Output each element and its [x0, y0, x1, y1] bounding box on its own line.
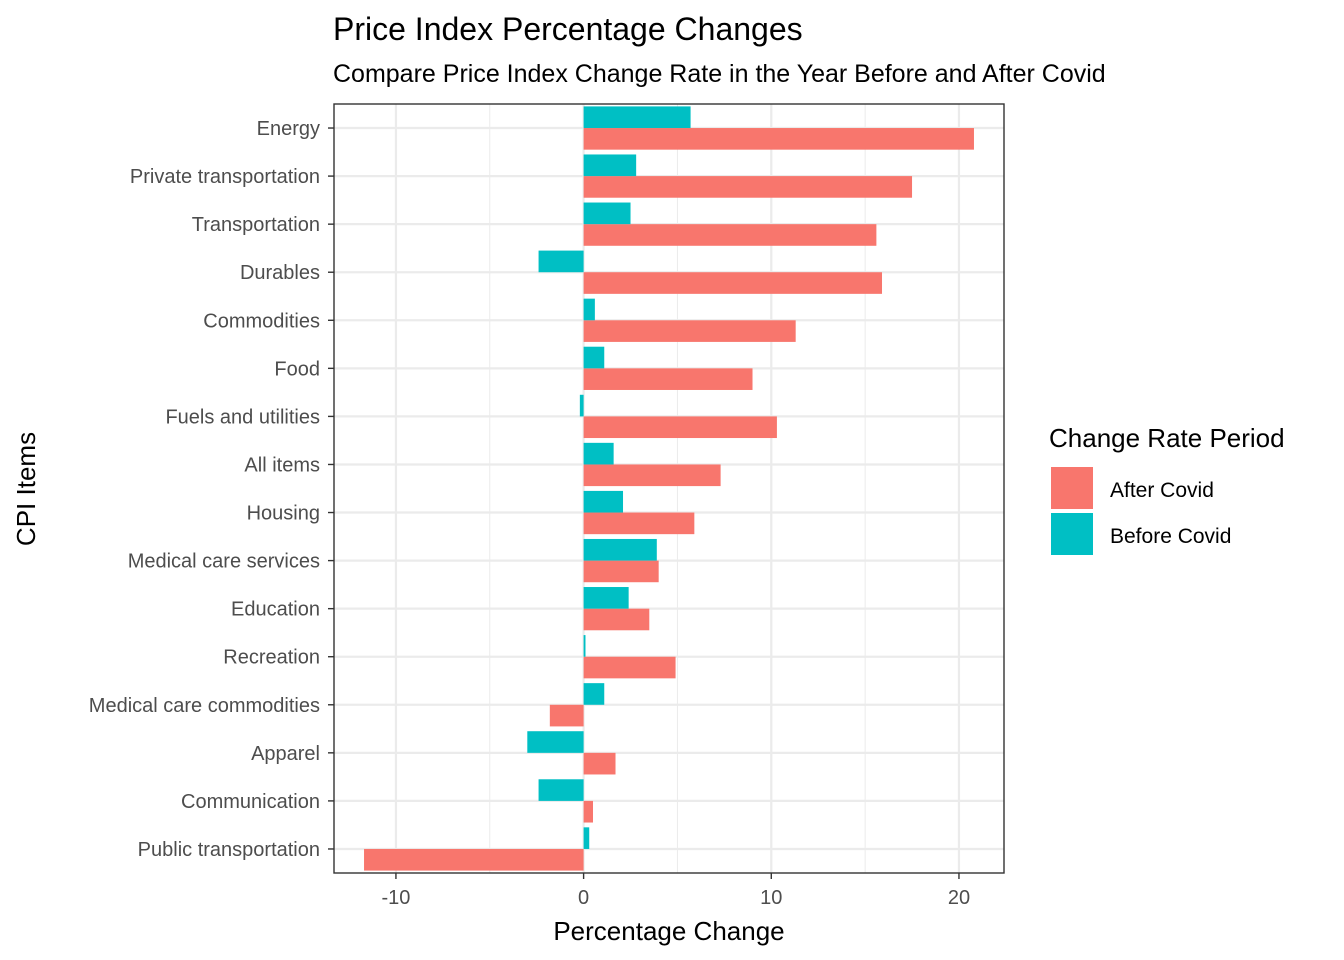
bars: [364, 106, 974, 871]
plot-panel-background: [334, 104, 1004, 873]
x-tick-label: 10: [760, 887, 782, 909]
x-tick-label: 0: [578, 887, 589, 909]
category-label: Communication: [181, 791, 320, 813]
bar-after-covid: [583, 464, 721, 487]
bar-before-covid: [583, 538, 657, 561]
bar-after-covid: [364, 848, 584, 871]
chart-subtitle: Compare Price Index Change Rate in the Y…: [333, 60, 1106, 88]
legend-swatch-after-covid: [1051, 467, 1093, 509]
x-tick-label: 20: [948, 887, 970, 909]
category-label: Private transportation: [130, 166, 320, 188]
bar-before-covid: [583, 346, 605, 369]
category-label: Apparel: [251, 743, 320, 765]
category-label: Housing: [247, 503, 320, 525]
category-label: Education: [231, 599, 320, 621]
bar-before-covid: [538, 779, 584, 801]
bar-after-covid: [583, 224, 877, 246]
category-label: Public transportation: [138, 839, 320, 861]
bar-before-covid: [527, 731, 584, 753]
bar-after-covid: [583, 416, 777, 439]
legend: Change Rate Period After Covid Before Co…: [1049, 423, 1285, 555]
x-axis-title: Percentage Change: [553, 916, 784, 946]
bar-after-covid: [583, 320, 796, 342]
chart-title: Price Index Percentage Changes: [333, 11, 803, 47]
bar-before-covid: [583, 827, 590, 849]
category-label: Commodities: [203, 310, 320, 332]
category-label: Durables: [240, 262, 320, 284]
bar-before-covid: [583, 490, 624, 513]
legend-label-before-covid: Before Covid: [1110, 525, 1231, 548]
bar-before-covid: [583, 683, 605, 705]
axes: Energy Private transportation Transportati…: [89, 118, 970, 909]
bar-before-covid: [538, 250, 584, 273]
category-label: All items: [244, 454, 320, 476]
legend-title: Change Rate Period: [1049, 423, 1285, 453]
bar-before-covid: [583, 106, 691, 129]
category-label: Medical care services: [128, 551, 320, 573]
plot-panel-border: [333, 103, 1005, 874]
bar-after-covid: [583, 656, 676, 679]
bar-before-covid: [583, 202, 631, 225]
legend-label-after-covid: After Covid: [1110, 479, 1214, 502]
bar-after-covid: [583, 272, 883, 294]
bar-before-covid: [583, 154, 637, 177]
bar-after-covid: [583, 560, 659, 583]
bar-after-covid: [583, 176, 913, 198]
bar-after-covid: [583, 368, 753, 390]
category-label: Transportation: [192, 214, 320, 236]
bar-before-covid: [583, 587, 629, 609]
category-label: Recreation: [223, 647, 320, 669]
category-label: Medical care commodities: [89, 695, 320, 717]
bar-before-covid: [579, 394, 584, 417]
bar-after-covid: [583, 752, 616, 775]
category-label: Energy: [257, 118, 320, 140]
bar-after-covid: [583, 800, 593, 823]
x-tick-label: -10: [381, 887, 410, 909]
category-label: Fuels and utilities: [165, 406, 320, 428]
bar-after-covid: [549, 704, 584, 727]
y-axis-title: CPI Items: [11, 432, 41, 546]
bar-after-covid: [583, 608, 650, 631]
bar-after-covid: [583, 128, 974, 150]
bar-before-covid: [583, 298, 595, 321]
bar-before-covid: [583, 442, 614, 465]
category-label: Food: [274, 358, 320, 380]
legend-swatch-before-covid: [1051, 513, 1093, 555]
bar-after-covid: [583, 512, 695, 535]
bar-before-covid: [583, 635, 586, 657]
